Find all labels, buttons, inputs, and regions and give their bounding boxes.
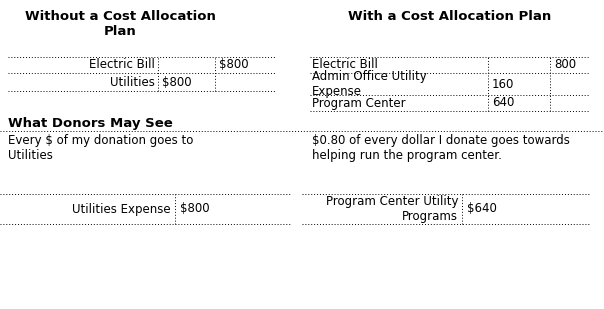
Text: $800: $800 [180, 202, 210, 215]
Text: Program Center Utility
Programs: Program Center Utility Programs [326, 195, 458, 223]
Text: What Donors May See: What Donors May See [8, 117, 173, 130]
Text: Program Center: Program Center [312, 96, 406, 109]
Text: Utilities Expense: Utilities Expense [72, 202, 171, 215]
Text: Electric Bill: Electric Bill [312, 58, 378, 71]
Text: $800: $800 [162, 75, 191, 88]
Text: 800: 800 [554, 58, 576, 71]
Text: With a Cost Allocation Plan: With a Cost Allocation Plan [349, 10, 551, 23]
Text: Utilities: Utilities [110, 75, 155, 88]
Text: $800: $800 [219, 58, 249, 71]
Text: Admin Office Utility
Expense: Admin Office Utility Expense [312, 70, 427, 98]
Text: Electric Bill: Electric Bill [89, 58, 155, 71]
Text: $0.80 of every dollar I donate goes towards
helping run the program center.: $0.80 of every dollar I donate goes towa… [312, 134, 570, 162]
Text: 160: 160 [492, 78, 515, 91]
Text: $640: $640 [467, 202, 497, 215]
Text: Without a Cost Allocation
Plan: Without a Cost Allocation Plan [25, 10, 216, 38]
Text: Every $ of my donation goes to
Utilities: Every $ of my donation goes to Utilities [8, 134, 193, 162]
Text: 640: 640 [492, 96, 515, 109]
